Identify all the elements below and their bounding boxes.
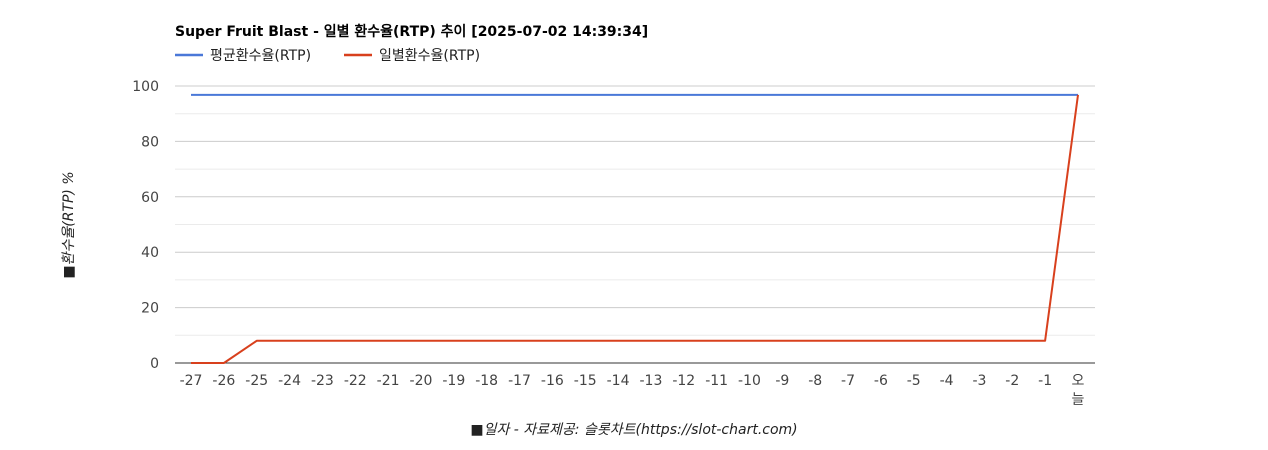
legend: 평균환수율(RTP) 일별환수율(RTP) <box>175 48 480 64</box>
series-lines <box>191 93 1079 364</box>
x-tick-label: -6 <box>874 373 888 389</box>
chart-title: Super Fruit Blast - 일별 환수율(RTP) 추이 [2025… <box>175 23 648 40</box>
x-tick-label: -26 <box>212 373 235 389</box>
y-tick-label: 0 <box>150 356 159 372</box>
series-line-daily <box>191 94 1079 364</box>
y-tick-label: 80 <box>141 134 159 150</box>
y-axis-title: ■환수율(RTP) % <box>61 171 77 278</box>
x-tick-label: -27 <box>180 373 203 389</box>
x-tick-label: -10 <box>738 373 761 389</box>
y-tick-label: 60 <box>141 190 159 206</box>
x-tick-label: -2 <box>1005 373 1019 389</box>
x-tick-label: -24 <box>278 373 301 389</box>
x-tick-label: -1 <box>1038 373 1052 389</box>
x-tick-label: -3 <box>972 373 986 389</box>
x-axis-ticks: -27 -26 -25 -24 -23 -22 -21 -20 -19 -18 -17 -16 -15-… <box>180 373 1085 408</box>
x-tick-label: -4 <box>940 373 954 389</box>
x-tick-label: -13 <box>639 373 662 389</box>
x-axis-title: ■일자 - 자료제공: 슬롯차트(https://slot-chart.com) <box>470 422 797 438</box>
y-tick-label: 20 <box>141 301 159 317</box>
x-tick-label: -15 <box>574 373 597 389</box>
x-tick-label: -22 <box>344 373 367 389</box>
x-tick-label: -23 <box>311 373 334 389</box>
x-tick-label: -7 <box>841 373 855 389</box>
y-tick-label: 100 <box>132 79 159 95</box>
x-tick-label: -16 <box>541 373 564 389</box>
x-tick-label: -17 <box>508 373 531 389</box>
x-tick-label: -12 <box>672 373 695 389</box>
x-tick-label: -11 <box>705 373 728 389</box>
x-tick-label: -25 <box>245 373 268 389</box>
x-tick-label: -18 <box>475 373 498 389</box>
legend-label-average: 평균환수율(RTP) <box>210 48 311 64</box>
x-tick-label: -9 <box>775 373 789 389</box>
x-tick-label: -8 <box>808 373 822 389</box>
legend-label-daily: 일별환수율(RTP) <box>379 48 480 64</box>
x-tick-label: -5 <box>907 373 921 389</box>
x-tick-label: -20 <box>410 373 433 389</box>
y-axis-ticks: 0 20 40 60 80 100 <box>132 79 159 372</box>
x-tick-label: -14 <box>607 373 630 389</box>
gridlines <box>175 85 1095 364</box>
x-tick-label: -21 <box>377 373 400 389</box>
x-tick-label: -19 <box>442 373 465 389</box>
y-tick-label: 40 <box>141 245 159 261</box>
